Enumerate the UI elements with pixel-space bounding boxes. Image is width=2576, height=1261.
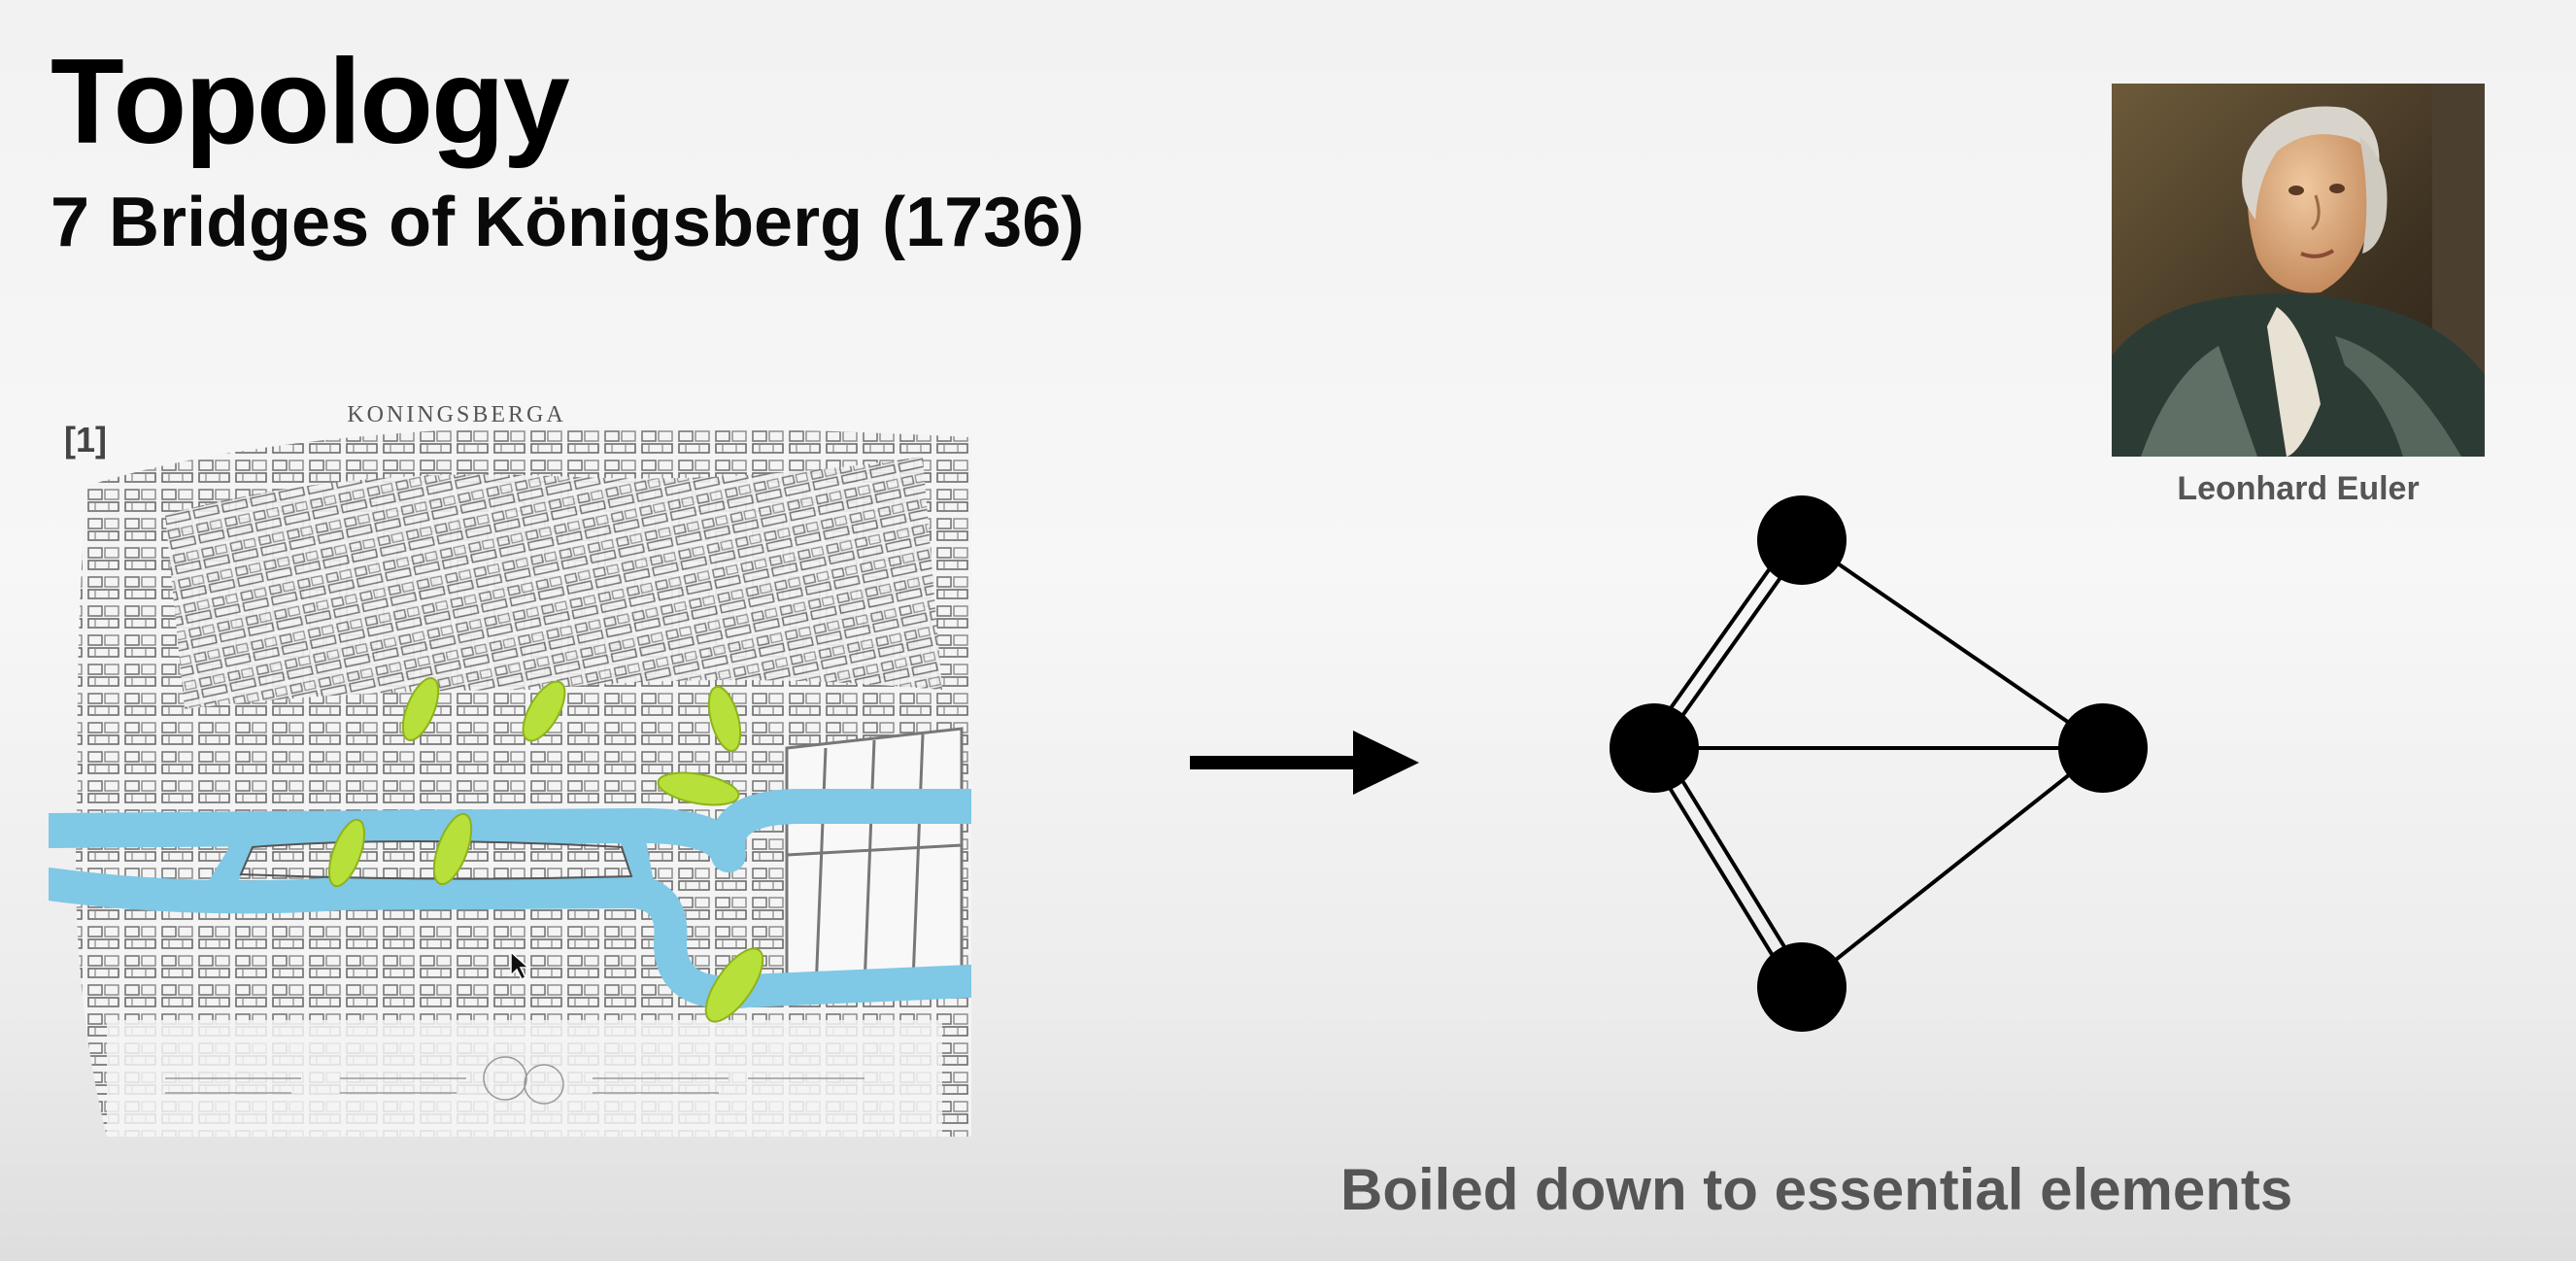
river — [49, 789, 971, 1009]
map-fields — [785, 727, 964, 1003]
mouse-cursor-icon — [510, 950, 530, 981]
edge-bottom-right — [1802, 746, 2105, 987]
bridge-7 — [704, 947, 764, 1023]
bridge-1 — [401, 677, 440, 741]
edge-left-bottom-a — [1644, 748, 1795, 991]
node-top — [1757, 495, 1847, 585]
graph-caption: Boiled down to essential elements — [1340, 1157, 2293, 1222]
graph-nodes — [1610, 495, 2148, 1032]
bridge-4 — [657, 771, 740, 806]
edge-top-right — [1802, 538, 2105, 748]
portrait-caption: Leonhard Euler — [2177, 470, 2420, 507]
bridge-3 — [707, 685, 742, 753]
citation-marker: [1] — [64, 420, 107, 460]
konigsberg-map-illustration: KONINGSBERGA — [49, 402, 971, 1137]
euler-portrait — [2112, 84, 2485, 457]
bridge-2 — [522, 680, 566, 742]
bridges — [327, 677, 764, 1023]
right-arrow-icon — [1190, 731, 1419, 795]
bridge-6 — [432, 812, 473, 886]
edge-left-bottom-b — [1658, 742, 1809, 985]
map-label: KONINGSBERGA — [347, 402, 565, 427]
graph-edges — [1644, 532, 2105, 991]
bridge-graph — [1610, 495, 2148, 1032]
node-bottom — [1757, 942, 1847, 1032]
slide-subtitle: 7 Bridges of Königsberg (1736) — [51, 184, 1085, 261]
node-right — [2058, 703, 2148, 793]
konigsberg-map: KONINGSBERGA — [49, 398, 971, 1137]
node-left — [1610, 703, 1699, 793]
slide-title: Topology — [51, 35, 570, 169]
bridge-5 — [327, 818, 366, 888]
